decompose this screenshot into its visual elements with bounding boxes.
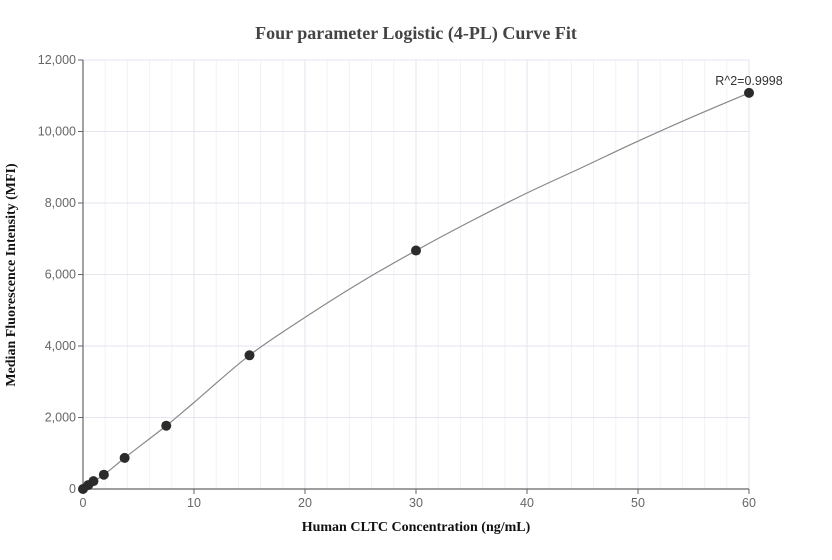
data-point[interactable] [88,476,99,487]
data-points [78,87,754,494]
annotations: R^2=0.9998 [715,74,782,88]
y-tick-label: 2,000 [45,411,76,425]
x-tick-label: 30 [409,496,423,510]
y-tick-label: 4,000 [45,339,76,353]
chart-title: Four parameter Logistic (4-PL) Curve Fit [255,23,577,44]
y-axis-label: Median Fluorescence Intensity (MFI) [4,163,19,387]
x-axis-label: Human CLTC Concentration (ng/mL) [302,520,531,535]
grid [82,59,750,490]
data-point[interactable] [411,245,421,256]
x-tick-label: 20 [298,496,312,510]
y-tick-label: 6,000 [45,268,76,282]
y-tick-label: 12,000 [38,53,76,67]
data-point[interactable] [98,469,109,480]
x-tick-label: 40 [520,496,534,510]
x-tick-label: 0 [80,496,87,510]
y-tick-label: 0 [69,482,76,496]
r-squared-annotation: R^2=0.9998 [715,74,782,88]
y-tick-label: 10,000 [38,125,76,139]
y-tick-label: 8,000 [45,196,76,210]
x-tick-label: 50 [631,496,645,510]
fit-curve [82,92,750,490]
axes: 0 2,000 4,000 6,000 8,000 10,000 12,000 0 10 20 30… [38,53,756,510]
data-point[interactable] [119,452,130,463]
fit-curve-path [82,92,750,490]
x-tick-label: 10 [187,496,201,510]
data-point[interactable] [244,350,255,361]
data-point[interactable] [161,420,172,431]
data-point[interactable] [744,87,754,98]
x-tick-label: 60 [742,496,756,510]
